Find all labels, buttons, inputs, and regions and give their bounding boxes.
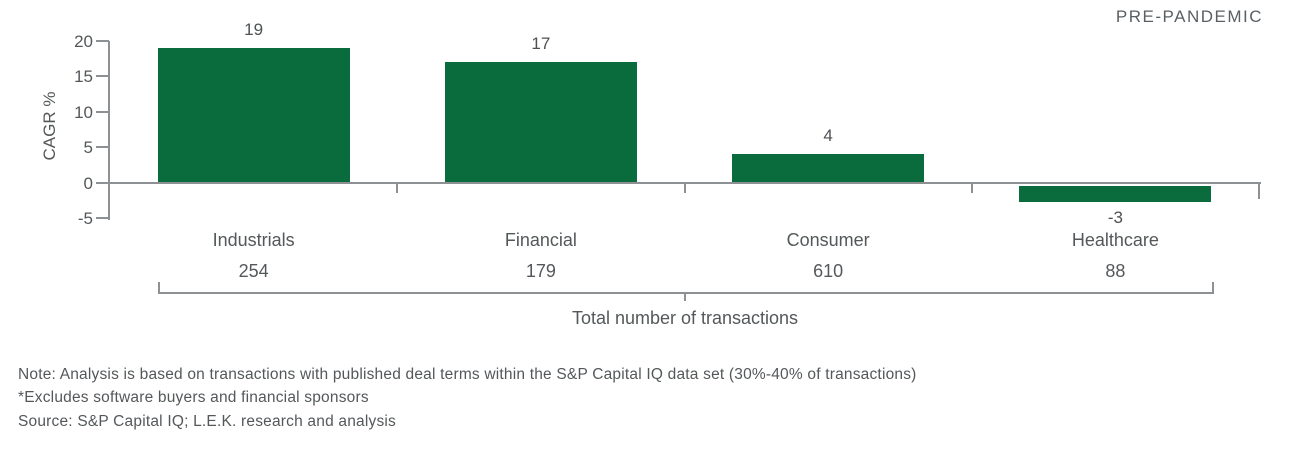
y-axis-line bbox=[108, 40, 110, 220]
pre-pandemic-tag: PRE-PANDEMIC bbox=[1115, 7, 1263, 26]
category-count: 610 bbox=[813, 261, 844, 281]
category-label: Healthcare bbox=[1071, 230, 1159, 250]
category-label: Consumer bbox=[786, 230, 870, 250]
footnotes: Note: Analysis is based on transactions … bbox=[18, 363, 917, 433]
category-count: 88 bbox=[1105, 261, 1126, 281]
bar-healthcare bbox=[1019, 186, 1212, 203]
y-tick bbox=[96, 181, 109, 184]
category-count: 254 bbox=[238, 261, 269, 281]
y-tick-label: 5 bbox=[83, 138, 93, 157]
bracket-center-tick bbox=[684, 292, 686, 301]
bar-industrials bbox=[157, 47, 350, 183]
x-axis-line bbox=[108, 181, 1261, 184]
y-tick-label: 20 bbox=[74, 31, 93, 51]
bar-financial bbox=[444, 61, 637, 183]
x-axis-tick bbox=[970, 183, 973, 193]
y-tick-label: 0 bbox=[83, 173, 93, 193]
footnote-note: Note: Analysis is based on transactions … bbox=[18, 366, 917, 383]
bar-consumer bbox=[732, 154, 925, 183]
transactions-bracket bbox=[158, 282, 1214, 294]
y-tick bbox=[96, 146, 109, 148]
x-axis-tick bbox=[683, 183, 686, 193]
category-label: Financial bbox=[504, 230, 577, 250]
footnote-exclusions: *Excludes software buyers and financial … bbox=[18, 389, 369, 407]
y-tick bbox=[96, 75, 109, 77]
y-tick-label: -5 bbox=[77, 209, 93, 228]
bar-value-label: -3 bbox=[1107, 208, 1123, 228]
transactions-total-label: Total number of transactions bbox=[571, 308, 799, 328]
plot-area: 20 15 10 5 0 -5 19 Industrials 254 17 Financial 179… bbox=[74, 19, 1261, 281]
footnote-source: Source: S&P Capital IQ; L.E.K. research … bbox=[18, 412, 396, 430]
y-tick-label: 10 bbox=[74, 102, 93, 122]
bar-value-label: 4 bbox=[823, 126, 833, 146]
bar-value-label: 17 bbox=[531, 33, 551, 53]
x-axis-end-tick bbox=[1258, 183, 1260, 199]
x-axis-tick bbox=[396, 183, 399, 193]
category-label: Industrials bbox=[212, 230, 295, 250]
y-tick bbox=[96, 39, 109, 42]
category-count: 179 bbox=[525, 261, 556, 281]
y-tick bbox=[96, 110, 109, 113]
y-tick bbox=[96, 217, 109, 219]
bar-value-label: 19 bbox=[244, 19, 264, 39]
y-tick-label: 15 bbox=[74, 67, 93, 86]
